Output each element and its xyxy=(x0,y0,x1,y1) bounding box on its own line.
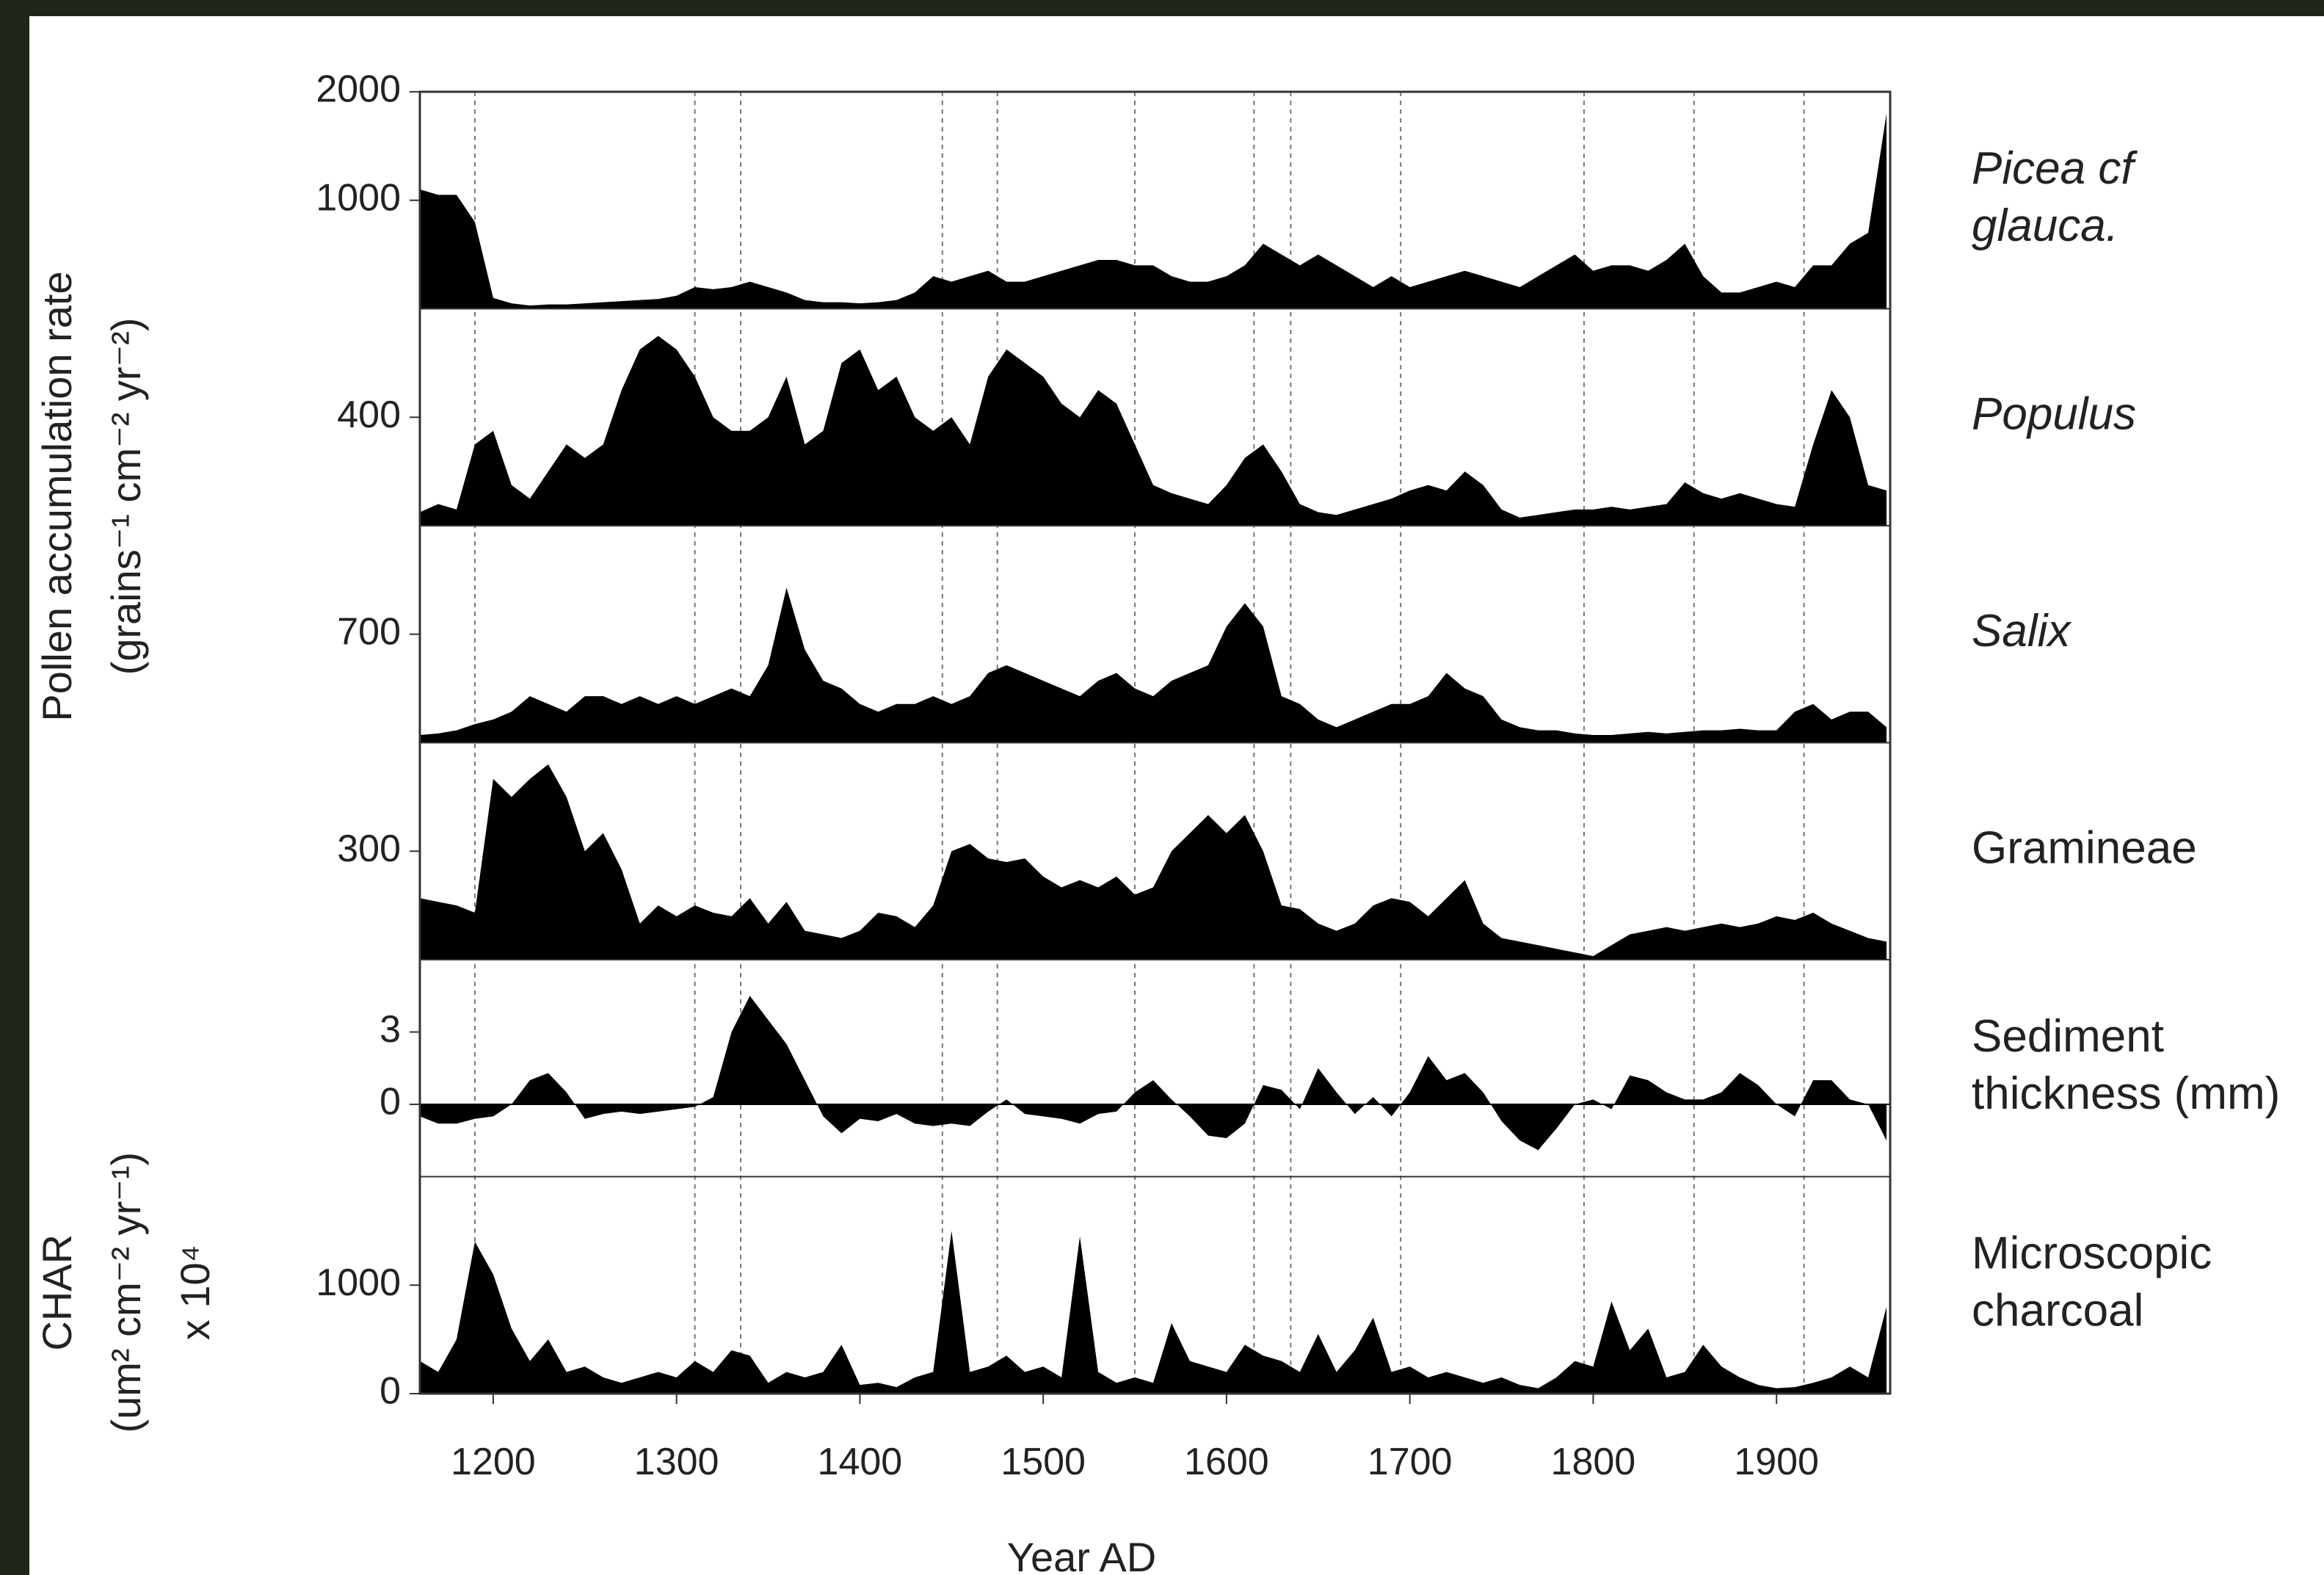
y-tick-label: 3 xyxy=(380,1008,401,1051)
x-tick-label: 1400 xyxy=(818,1441,903,1483)
y-tick-label: 2000 xyxy=(316,68,401,111)
y-tick-label: 1000 xyxy=(316,176,401,219)
series-label: thickness (mm) xyxy=(1972,1068,2280,1119)
series-label: glauca. xyxy=(1972,200,2118,251)
y-tick-label: 1000 xyxy=(316,1261,401,1304)
y-axis-label: CHAR xyxy=(34,1234,80,1351)
y-tick-label: 300 xyxy=(337,828,401,870)
x-tick-label: 1200 xyxy=(451,1441,536,1483)
y-tick-label: 700 xyxy=(337,610,401,653)
series-label: Picea cf xyxy=(1972,143,2138,194)
figure-background xyxy=(29,16,2324,1575)
y-axis-label: (um² cm⁻² yr⁻¹) xyxy=(103,1152,149,1433)
area xyxy=(420,996,1887,1151)
x-tick-label: 1500 xyxy=(1001,1441,1086,1483)
y-axis-label: x 10⁴ xyxy=(172,1245,218,1340)
x-tick-label: 1300 xyxy=(634,1441,719,1483)
x-tick-label: 1900 xyxy=(1734,1441,1819,1483)
plot-frame xyxy=(418,90,1892,1395)
x-tick-label: 1600 xyxy=(1184,1441,1269,1483)
y-axis-label: (grains⁻¹ cm⁻² yr⁻²) xyxy=(103,318,149,676)
area xyxy=(420,1231,1887,1394)
area xyxy=(420,113,1887,309)
series-label: Gramineae xyxy=(1972,823,2197,874)
y-tick-label: 400 xyxy=(337,394,401,436)
x-tick-label: 1800 xyxy=(1551,1441,1636,1483)
area xyxy=(420,764,1887,960)
x-axis-label: Year AD xyxy=(1007,1534,1156,1575)
series-label: Salix xyxy=(1972,606,2071,656)
y-tick-label: 0 xyxy=(380,1081,401,1123)
x-tick-label: 1700 xyxy=(1368,1441,1453,1483)
series-label: Populus xyxy=(1972,389,2136,440)
series-label: Microscopic xyxy=(1972,1228,2212,1279)
y-axis-label: Pollen accumulation rate xyxy=(34,271,80,721)
series-label: Sediment xyxy=(1972,1011,2164,1062)
area xyxy=(420,587,1887,743)
y-tick-label: 0 xyxy=(380,1370,401,1413)
series-label: charcoal xyxy=(1972,1286,2143,1336)
area xyxy=(420,336,1887,526)
